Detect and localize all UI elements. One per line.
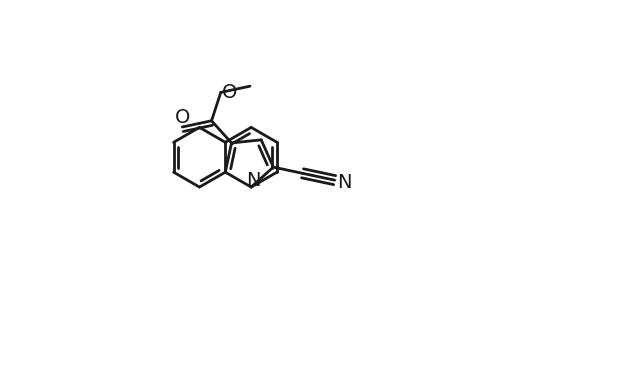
Text: O: O — [222, 83, 237, 102]
Text: N: N — [246, 171, 260, 190]
Text: O: O — [175, 108, 190, 127]
Text: N: N — [337, 173, 351, 192]
